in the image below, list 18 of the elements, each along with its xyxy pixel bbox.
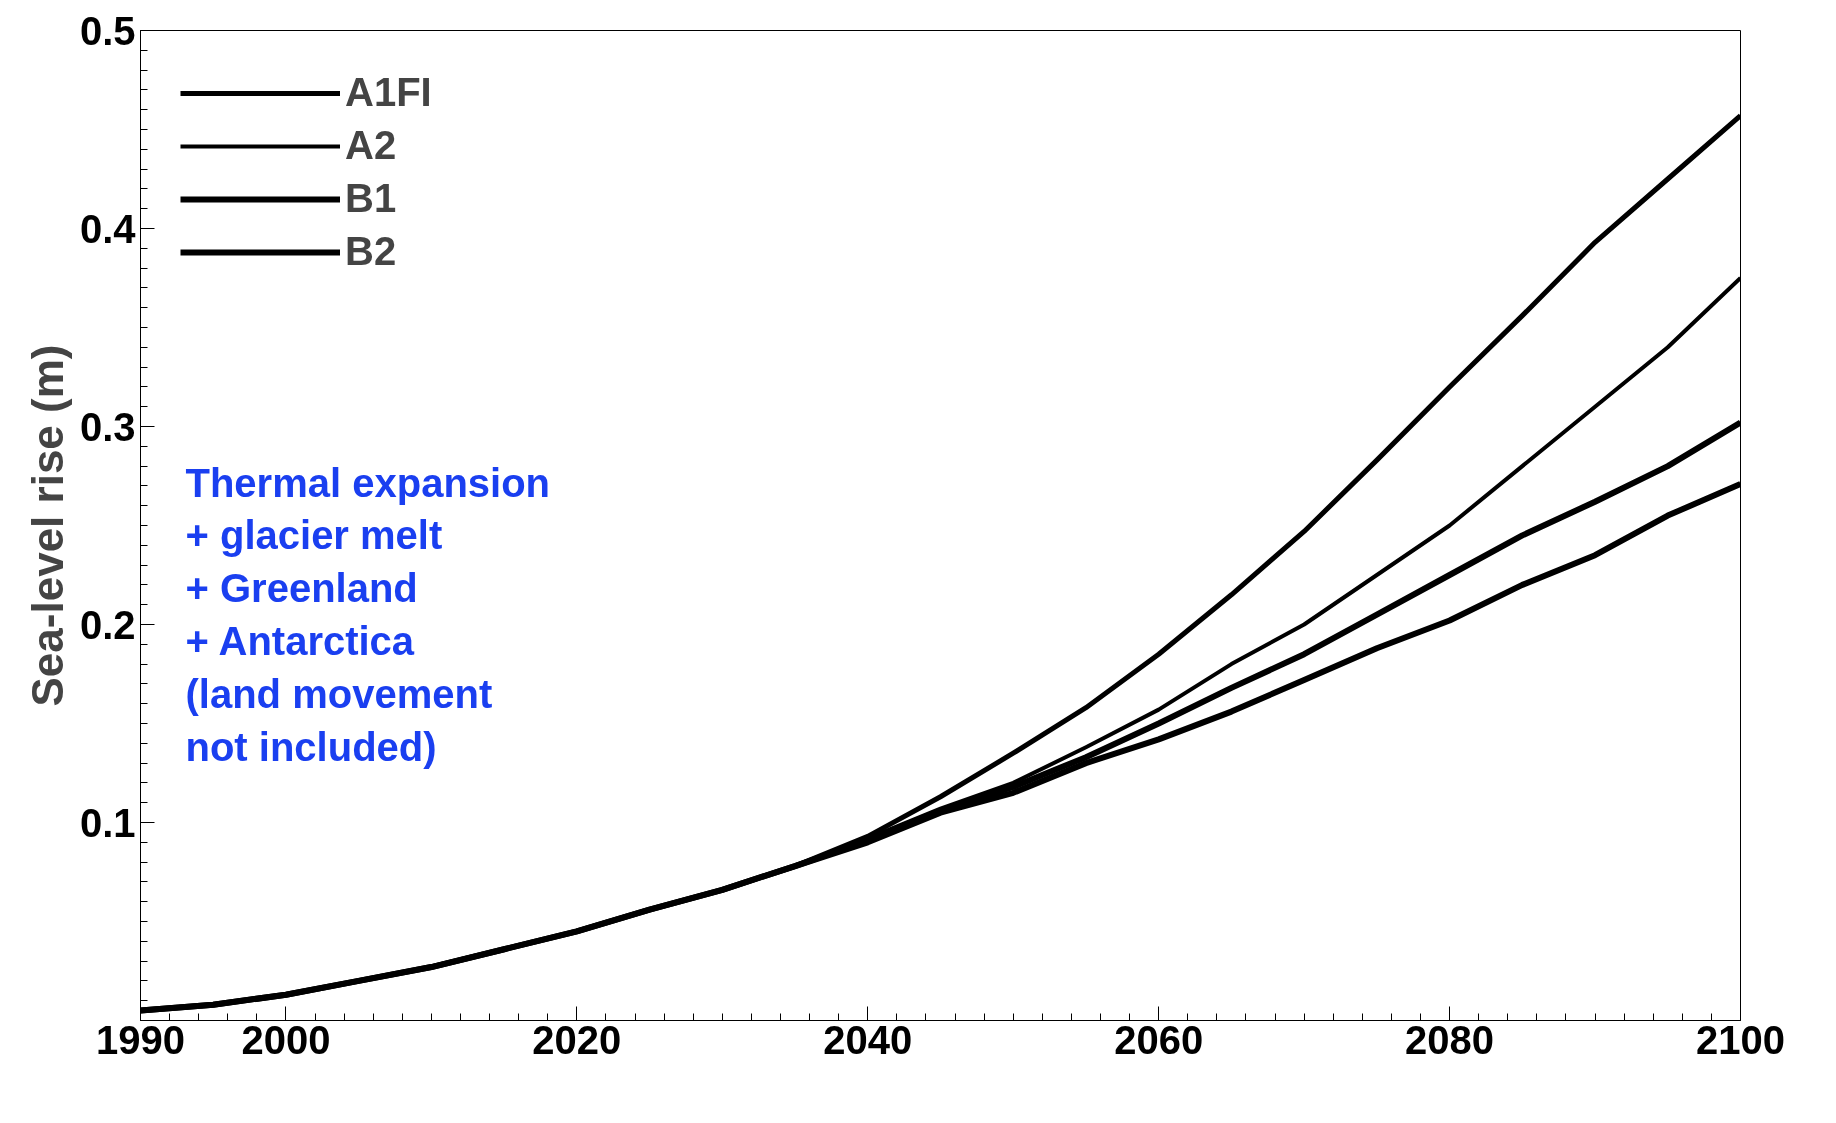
x-tick-label: 2020 <box>532 1017 622 1062</box>
legend-label: A2 <box>345 123 397 168</box>
legend-label: B2 <box>345 229 397 274</box>
y-tick-label: 0.3 <box>79 404 136 449</box>
legend-label: A1FI <box>345 70 432 115</box>
x-tick-label: 1990 <box>96 1017 185 1062</box>
x-tick-label: 2080 <box>1405 1017 1495 1062</box>
y-tick-label: 0.5 <box>79 8 136 53</box>
y-tick-label: 0.1 <box>79 800 136 845</box>
legend-label: B1 <box>345 176 397 221</box>
x-tick-label: 2040 <box>823 1017 913 1062</box>
y-tick-label: 0.2 <box>79 602 136 647</box>
annotation: Thermal expansion + glacier melt + Greenland + Antarctica (land movement not included) <box>185 460 551 769</box>
y-axis-title: Sea-level rise (m) <box>22 344 72 707</box>
x-tick-label: 2000 <box>241 1017 331 1062</box>
y-tick-label: 0.4 <box>79 206 137 251</box>
x-tick-label: 2100 <box>1696 1017 1785 1062</box>
x-tick-label: 2060 <box>1114 1017 1204 1062</box>
